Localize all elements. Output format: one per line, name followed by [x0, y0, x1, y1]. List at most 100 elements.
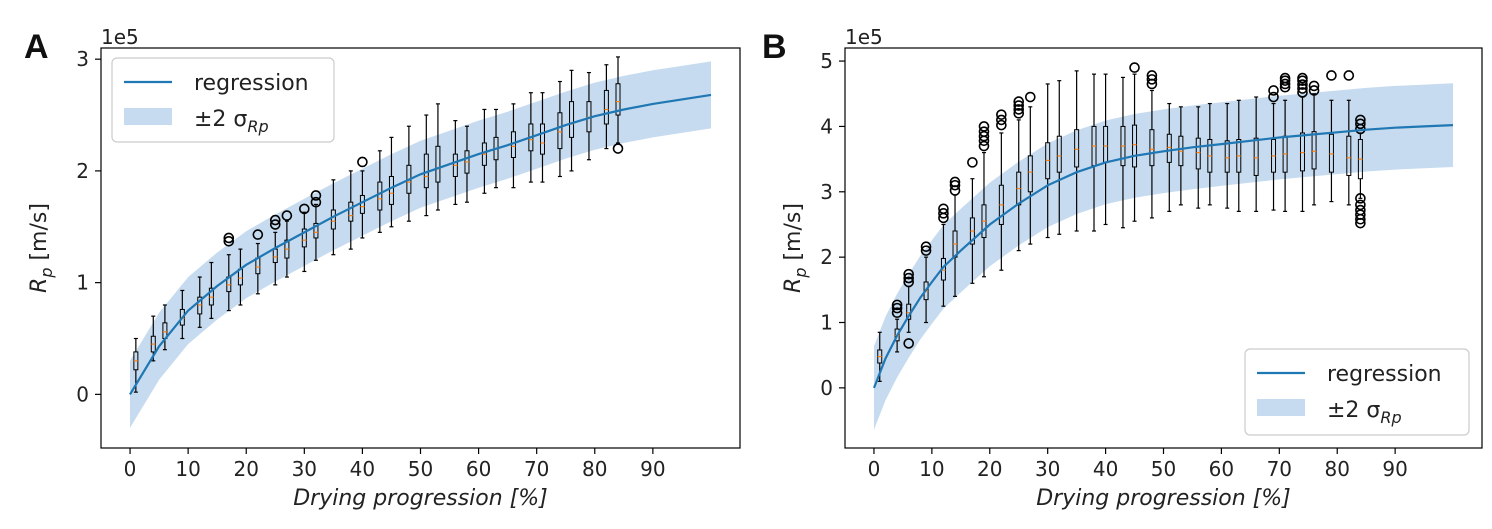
panel-b-boxplot-18 — [1146, 70, 1158, 219]
panel-b-boxplot-21 — [1195, 106, 1201, 209]
box — [313, 222, 319, 239]
outlier-7 — [1355, 213, 1366, 225]
outlier-0 — [223, 235, 235, 247]
panel-a-boxplot-16 — [377, 150, 383, 233]
ylabel-main: R — [27, 278, 52, 293]
outlier-2 — [1355, 114, 1366, 126]
outlier-1 — [1013, 104, 1025, 115]
panel-b-xtick-label-7: 70 — [1267, 457, 1292, 481]
outlier-0 — [1343, 70, 1355, 81]
panel-b-ytick-label-1: 1 — [820, 311, 833, 335]
legend-band-swatch — [1257, 399, 1305, 416]
panel-b-regression-line — [872, 124, 1454, 389]
panel-a-y-axis-label: Rp [m/s] — [27, 203, 56, 293]
panel-b-boxplot-29 — [1308, 80, 1320, 206]
legend-regression-label: regression — [194, 71, 309, 96]
panel-a-boxplot-24 — [493, 108, 499, 189]
panel-b-boxplot-32 — [1355, 114, 1366, 229]
panel-b-boxplot-8 — [996, 109, 1007, 271]
panel-b-xtick-label-8: 80 — [1325, 457, 1350, 481]
outlier-2 — [938, 203, 949, 215]
outlier-0 — [310, 196, 322, 208]
outlier-0 — [967, 157, 978, 168]
box — [1224, 140, 1230, 173]
panel-a-xtick-label-2: 20 — [234, 457, 259, 481]
outlier-8 — [1355, 217, 1366, 229]
outlier-0 — [1308, 85, 1320, 96]
panel-a: 0 10 20 30 40 50 60 70 80 90 0 1 2 3 1e5 A Drying progre… — [24, 25, 741, 511]
panel-a-regression-line — [129, 93, 712, 395]
outlier-0 — [1268, 91, 1279, 103]
outlier-0 — [903, 276, 915, 288]
panel-a-boxplot-23 — [481, 108, 487, 194]
panel-b-boxplot-13 — [1074, 70, 1080, 232]
panel-a-boxplot-14 — [348, 170, 354, 250]
panel-a-ytick-label-1: 1 — [76, 271, 89, 295]
box — [179, 308, 185, 326]
panel-b-boxplot-28 — [1297, 72, 1308, 212]
outlier-0 — [978, 140, 990, 152]
outlier-0 — [612, 143, 624, 154]
panel-a-boxplot-8 — [252, 229, 264, 295]
legend-band-sub: Rp — [247, 117, 268, 136]
panel-a-x-axis-label: Drying progression [%] — [293, 486, 548, 511]
box — [301, 228, 307, 248]
legend-band-main: ±2 σ — [194, 107, 247, 132]
box — [388, 175, 394, 205]
panel-a-xtick-label-4: 40 — [350, 457, 375, 481]
panel-a-boxplot-27 — [539, 92, 545, 183]
legend-regression-label: regression — [1327, 362, 1442, 387]
outlier-0 — [1326, 70, 1337, 81]
outlier-2 — [1146, 70, 1158, 81]
panel-b-boxplot-22 — [1207, 102, 1213, 206]
legend-band-swatch — [124, 108, 172, 125]
panel-a-boxplot-1 — [150, 315, 156, 362]
panel-b-boxplot-25 — [1253, 96, 1259, 212]
panel-b: 0 10 20 30 40 50 60 70 80 90 0 1 2 3 4 5 1e5 B Drying prog… — [762, 25, 1483, 511]
outlier-0 — [1129, 62, 1140, 73]
panel-b-xtick-label-4: 40 — [1093, 457, 1118, 481]
box — [1027, 155, 1033, 193]
panel-b-offset-text: 1e5 — [845, 25, 883, 49]
outlier-1 — [996, 114, 1007, 126]
outlier-0 — [996, 119, 1007, 131]
panel-b-xtick-label-9: 90 — [1382, 457, 1407, 481]
panel-a-boxplot-18 — [406, 125, 412, 222]
outlier-3 — [1013, 96, 1025, 107]
panel-a-boxplot-32 — [612, 56, 624, 154]
panel-a-boxplot-28 — [557, 80, 563, 178]
outlier-1 — [938, 208, 949, 219]
box — [1311, 131, 1317, 170]
outlier-0 — [281, 210, 293, 221]
panel-b-boxplot-12 — [1056, 80, 1062, 235]
panel-a-xtick-label-3: 30 — [292, 457, 317, 481]
outlier-0 — [891, 307, 903, 319]
outlier-1 — [903, 272, 915, 284]
panel-a-ytick-label-2: 2 — [76, 159, 89, 183]
panel-b-ytick-label-4: 4 — [820, 114, 833, 138]
panel-b-boxplot-19 — [1166, 102, 1172, 212]
panel-b-boxplot-16 — [1120, 76, 1126, 229]
panel-b-boxplot-5 — [949, 176, 961, 297]
panel-a-boxplot-0 — [133, 337, 139, 393]
panel-b-xtick-label-6: 60 — [1209, 457, 1234, 481]
box — [1166, 133, 1172, 163]
box — [1074, 129, 1080, 168]
outlier-2 — [996, 109, 1007, 120]
outlier-1 — [949, 179, 961, 191]
panel-a-boxplot-9 — [269, 214, 281, 286]
panel-a-boxplot-20 — [435, 103, 441, 211]
outlier-1 — [1279, 78, 1291, 90]
panel-a-boxplot-4 — [197, 276, 203, 328]
outlier-2 — [1297, 79, 1308, 90]
box — [569, 101, 575, 138]
box — [1056, 135, 1062, 173]
panel-a-xtick-label-9: 90 — [640, 457, 665, 481]
box — [348, 201, 354, 222]
panel-b-boxplot-26 — [1268, 85, 1279, 211]
panel-b-legend: regression ±2 σRp — [1244, 348, 1470, 436]
panel-b-boxplot-6 — [967, 157, 978, 284]
panel-a-xtick-label-6: 60 — [466, 457, 491, 481]
box — [557, 112, 563, 150]
